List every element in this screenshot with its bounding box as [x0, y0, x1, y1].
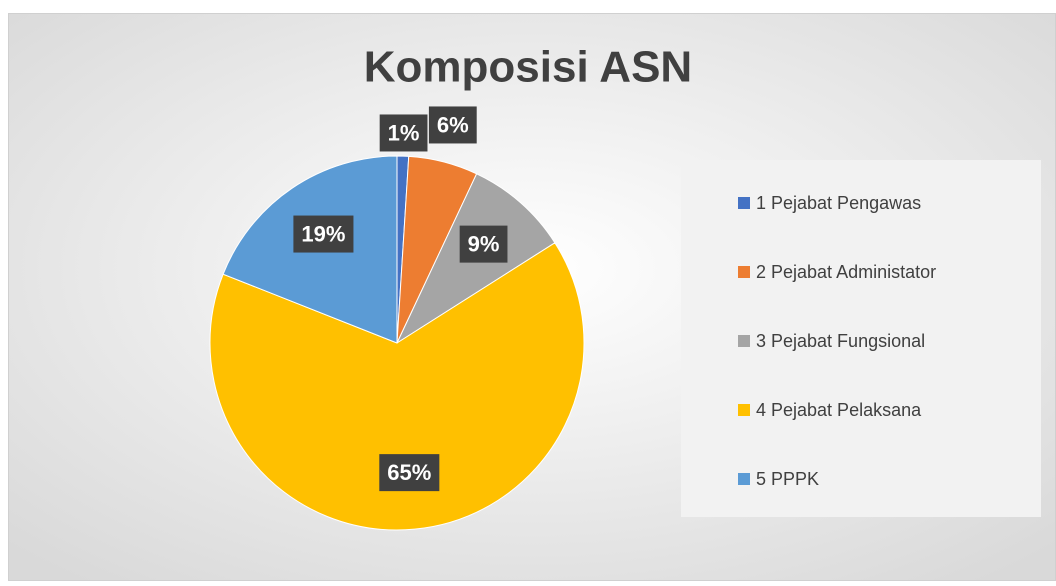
data-label: 1%	[388, 120, 420, 145]
legend-swatch	[738, 473, 750, 485]
legend-label: 5 PPPK	[756, 469, 819, 489]
data-label: 9%	[468, 232, 500, 257]
data-label: 19%	[301, 222, 345, 247]
legend-label: 2 Pejabat Administator	[756, 262, 936, 282]
legend-swatch	[738, 404, 750, 416]
data-label: 65%	[387, 460, 431, 485]
legend-label: 3 Pejabat Fungsional	[756, 331, 925, 351]
legend-swatch	[738, 335, 750, 347]
legend-swatch	[738, 197, 750, 209]
legend-swatch	[738, 266, 750, 278]
data-label-box	[293, 215, 354, 253]
data-label: 6%	[437, 112, 469, 137]
data-label-box	[459, 225, 508, 263]
legend-label: 1 Pejabat Pengawas	[756, 193, 921, 213]
data-label-box	[379, 114, 428, 152]
chart-title: Komposisi ASN	[364, 43, 692, 92]
data-label-box	[428, 106, 477, 144]
data-label-box	[379, 454, 440, 492]
pie-slice	[209, 242, 585, 531]
legend-label: 4 Pejabat Pelaksana	[756, 400, 922, 420]
